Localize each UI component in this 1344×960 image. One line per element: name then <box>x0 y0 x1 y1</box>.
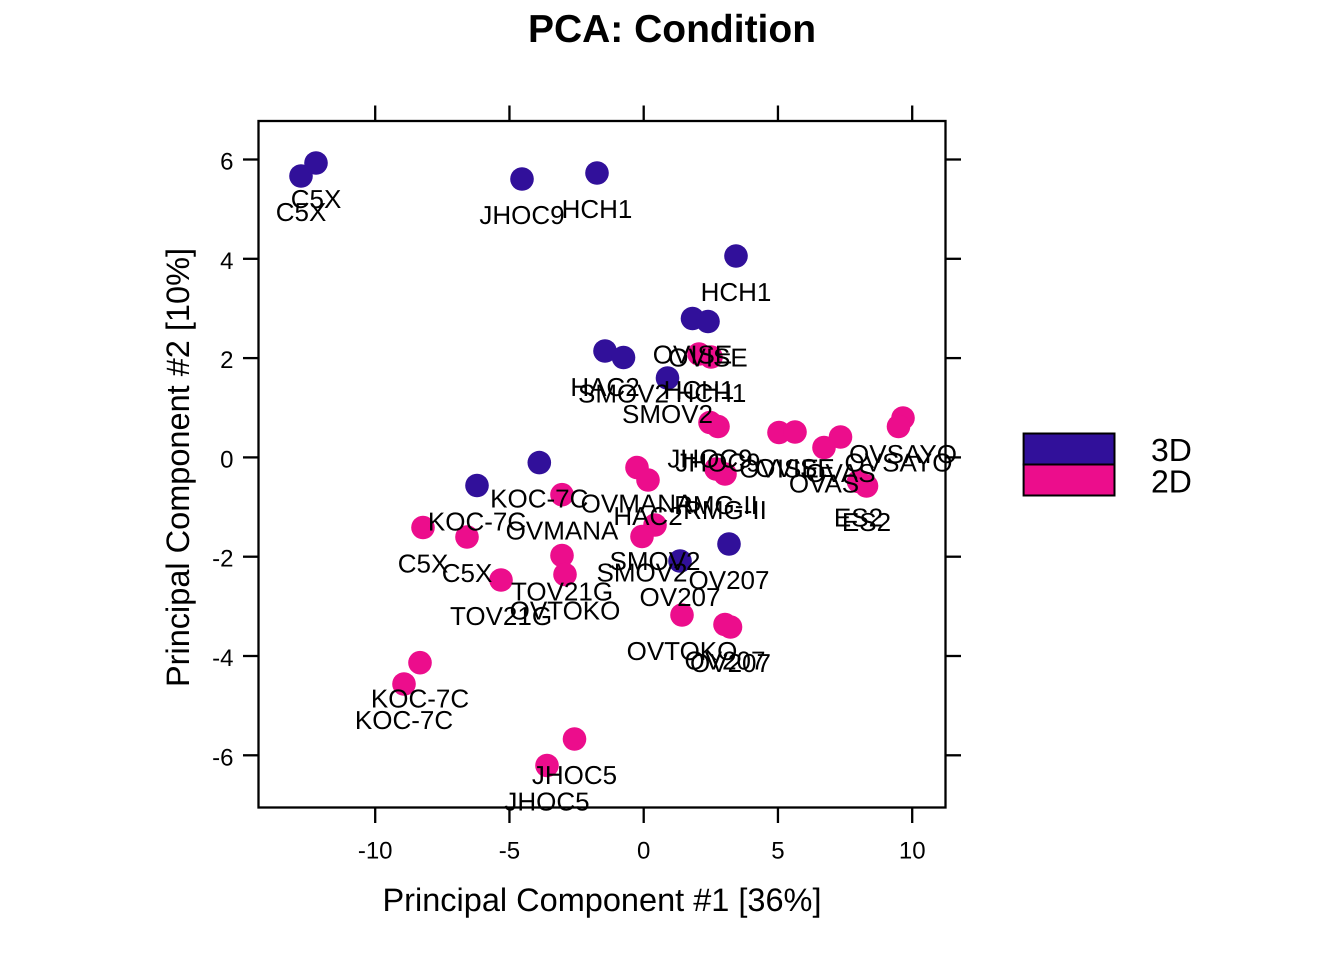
svg-text:TOV21G: TOV21G <box>511 577 613 607</box>
svg-text:-5: -5 <box>499 838 520 865</box>
svg-text:SMOV2: SMOV2 <box>596 558 687 588</box>
svg-text:OVSAYO: OVSAYO <box>849 439 957 469</box>
svg-text:OVTOKO: OVTOKO <box>627 636 738 666</box>
svg-text:OVTOKO: OVTOKO <box>510 596 621 626</box>
svg-text:OV207: OV207 <box>689 565 770 595</box>
svg-text:HCH1: HCH1 <box>676 378 747 408</box>
svg-text:HAC2: HAC2 <box>570 372 639 402</box>
svg-text:HCH1: HCH1 <box>562 194 633 224</box>
svg-text:C5X: C5X <box>276 197 327 227</box>
svg-text:RMG-II: RMG-II <box>683 495 767 525</box>
svg-text:KOC-7C: KOC-7C <box>355 705 453 735</box>
svg-text:OVAS: OVAS <box>805 458 875 488</box>
svg-text:4: 4 <box>220 248 233 275</box>
svg-text:OVISE: OVISE <box>755 453 834 483</box>
svg-text:OV207: OV207 <box>640 582 721 612</box>
svg-text:0: 0 <box>220 446 233 473</box>
svg-text:TOV21G: TOV21G <box>450 601 552 631</box>
svg-text:KOC-7C: KOC-7C <box>371 684 469 714</box>
svg-text:JHOC9: JHOC9 <box>667 444 752 474</box>
svg-text:-4: -4 <box>212 645 233 672</box>
svg-text:5: 5 <box>771 838 784 865</box>
svg-text:0: 0 <box>637 838 650 865</box>
svg-text:ES2: ES2 <box>834 503 883 533</box>
svg-text:SMOV2: SMOV2 <box>609 546 700 576</box>
svg-text:OV207: OV207 <box>690 648 771 678</box>
svg-text:3D: 3D <box>1151 432 1192 468</box>
svg-text:-6: -6 <box>212 744 233 771</box>
svg-text:6: 6 <box>220 149 233 176</box>
svg-text:2D: 2D <box>1151 464 1192 500</box>
svg-text:HAC2: HAC2 <box>613 501 682 531</box>
svg-text:OVMANA: OVMANA <box>581 489 694 519</box>
svg-text:HCH1: HCH1 <box>701 277 772 307</box>
svg-text:-2: -2 <box>212 546 233 573</box>
svg-text:-10: -10 <box>358 838 393 865</box>
svg-text:ES2: ES2 <box>842 507 891 537</box>
svg-text:10: 10 <box>899 838 926 865</box>
svg-text:Principal Component #1 [36%]: Principal Component #1 [36%] <box>382 882 821 918</box>
svg-text:OVISE: OVISE <box>739 454 818 484</box>
svg-text:OVISE: OVISE <box>653 340 732 370</box>
svg-text:JHOC9: JHOC9 <box>675 448 760 478</box>
svg-text:OVMANA: OVMANA <box>506 516 619 546</box>
svg-text:SMOV2: SMOV2 <box>622 399 713 429</box>
svg-text:RMG-II: RMG-II <box>674 490 758 520</box>
svg-text:C5X: C5X <box>291 184 342 214</box>
svg-text:JHOC9: JHOC9 <box>479 200 564 230</box>
svg-text:JHOC5: JHOC5 <box>532 760 617 790</box>
svg-text:HCH1: HCH1 <box>664 375 735 405</box>
svg-text:KOC-7C: KOC-7C <box>428 507 526 537</box>
svg-text:OV207: OV207 <box>685 646 766 676</box>
svg-text:PCA: Condition: PCA: Condition <box>528 8 816 51</box>
svg-text:SMOV2: SMOV2 <box>578 379 669 409</box>
svg-text:C5X: C5X <box>442 558 493 588</box>
svg-text:KOC-7C: KOC-7C <box>490 484 588 514</box>
svg-text:Principal Component #2 [10%]: Principal Component #2 [10%] <box>160 248 196 687</box>
svg-text:OVSAYO: OVSAYO <box>845 448 953 478</box>
svg-text:JHOC5: JHOC5 <box>504 787 589 817</box>
svg-text:2: 2 <box>220 347 233 374</box>
svg-text:OVAS: OVAS <box>789 469 859 499</box>
svg-text:OVISE: OVISE <box>668 343 747 373</box>
svg-text:C5X: C5X <box>398 549 449 579</box>
